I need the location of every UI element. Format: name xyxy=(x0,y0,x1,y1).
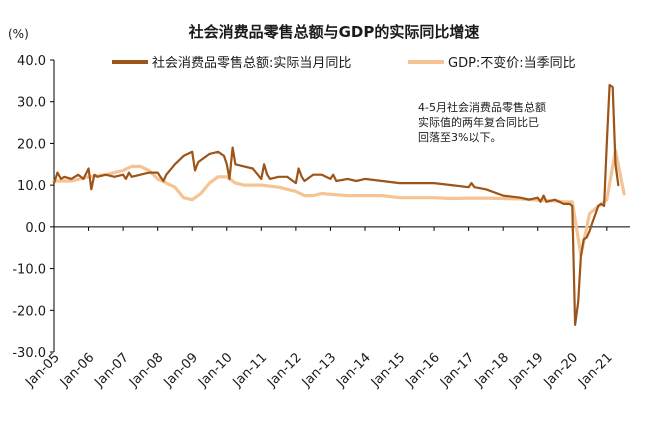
x-tick-label: Jan-15 xyxy=(368,350,409,391)
x-tick-label: Jan-18 xyxy=(472,350,513,391)
legend-label-retail: 社会消费品零售总额:实际当月同比 xyxy=(152,55,351,71)
series-line-gdp xyxy=(52,148,626,257)
annotation-line-1: 4-5月社会消费品零售总额 xyxy=(418,100,546,114)
y-tick-label: 0.0 xyxy=(25,221,46,236)
annotation: 4-5月社会消费品零售总额 实际值的两年复合同比已 回落至3%以下。 xyxy=(418,100,546,144)
x-tick-label: Jan-10 xyxy=(195,350,236,391)
series-line-retail-sales xyxy=(52,83,620,326)
y-tick-label: 30.0 xyxy=(17,96,46,111)
chart-title: 社会消费品零售总额与GDP的实际同比增速 xyxy=(188,23,480,41)
y-axis-unit-label: (%) xyxy=(8,27,29,41)
x-tick-label: Jan-19 xyxy=(506,350,547,391)
annotation-line-3: 回落至3%以下。 xyxy=(418,131,501,144)
x-tick-label: Jan-09 xyxy=(161,350,202,391)
x-tick-label: Jan-17 xyxy=(437,350,478,391)
y-axis: 40.0 30.0 20.0 10.0 0.0 -10.0 -20.0 -30.0 xyxy=(12,54,55,361)
series-layer xyxy=(52,83,626,326)
x-tick-label: Jan-08 xyxy=(126,350,167,391)
y-tick-label: -30.0 xyxy=(12,346,46,361)
x-tick-label: Jan-13 xyxy=(299,350,340,391)
x-tick-label: Jan-21 xyxy=(575,350,616,391)
annotation-line-2: 实际值的两年复合同比已 xyxy=(418,115,539,129)
y-tick-label: -10.0 xyxy=(12,263,46,278)
x-tick-label: Jan-06 xyxy=(57,350,98,391)
x-axis: Jan-05Jan-06Jan-07Jan-08Jan-09Jan-10Jan-… xyxy=(22,226,630,391)
x-tick-label: Jan-11 xyxy=(230,350,271,391)
x-tick-label: Jan-20 xyxy=(541,350,582,391)
y-tick-label: 40.0 xyxy=(17,54,46,69)
y-tick-label: 20.0 xyxy=(17,137,46,152)
legend: 社会消费品零售总额:实际当月同比 GDP:不变价:当季同比 xyxy=(112,55,576,71)
x-tick-label: Jan-12 xyxy=(264,350,305,391)
legend-label-gdp: GDP:不变价:当季同比 xyxy=(448,55,576,71)
x-tick-label: Jan-07 xyxy=(91,350,132,391)
x-tick-label: Jan-16 xyxy=(402,350,443,391)
y-tick-label: 10.0 xyxy=(17,179,46,194)
x-tick-label: Jan-14 xyxy=(333,350,374,391)
y-tick-label: -20.0 xyxy=(12,304,46,319)
